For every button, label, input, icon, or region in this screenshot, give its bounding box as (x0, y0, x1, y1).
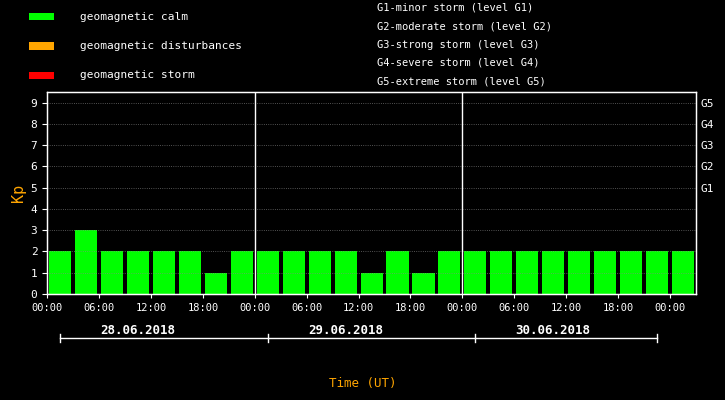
Bar (568, 252, 590, 294)
Bar (257, 252, 279, 294)
Text: 29.06.2018: 29.06.2018 (308, 324, 383, 336)
Bar (29, 72, 54, 79)
Bar (231, 252, 253, 294)
Text: G2-moderate storm (level G2): G2-moderate storm (level G2) (377, 21, 552, 31)
Text: 30.06.2018: 30.06.2018 (515, 324, 591, 336)
Bar (413, 273, 434, 294)
Text: 28.06.2018: 28.06.2018 (101, 324, 175, 336)
Bar (490, 252, 513, 294)
Bar (29, 42, 54, 50)
Text: G5-extreme storm (level G5): G5-extreme storm (level G5) (377, 76, 546, 86)
Bar (334, 252, 357, 294)
Bar (127, 252, 149, 294)
Bar (620, 252, 642, 294)
Text: G3-strong storm (level G3): G3-strong storm (level G3) (377, 40, 539, 50)
Text: Time (UT): Time (UT) (328, 378, 397, 390)
Bar (516, 252, 539, 294)
Bar (309, 252, 331, 294)
Bar (179, 252, 201, 294)
Bar (75, 230, 97, 294)
Bar (153, 252, 175, 294)
Bar (283, 252, 304, 294)
Bar (204, 273, 227, 294)
Bar (29, 13, 54, 20)
Text: geomagnetic storm: geomagnetic storm (80, 70, 194, 80)
Text: geomagnetic calm: geomagnetic calm (80, 12, 188, 22)
Text: geomagnetic disturbances: geomagnetic disturbances (80, 41, 241, 51)
Bar (646, 252, 668, 294)
Bar (386, 252, 409, 294)
Y-axis label: Kp: Kp (12, 184, 27, 202)
Text: G4-severe storm (level G4): G4-severe storm (level G4) (377, 58, 539, 68)
Text: G1-minor storm (level G1): G1-minor storm (level G1) (377, 3, 534, 13)
Bar (439, 252, 460, 294)
Bar (672, 252, 694, 294)
Bar (542, 252, 564, 294)
Bar (49, 252, 71, 294)
Bar (101, 252, 123, 294)
Bar (360, 273, 383, 294)
Bar (594, 252, 616, 294)
Bar (464, 252, 486, 294)
